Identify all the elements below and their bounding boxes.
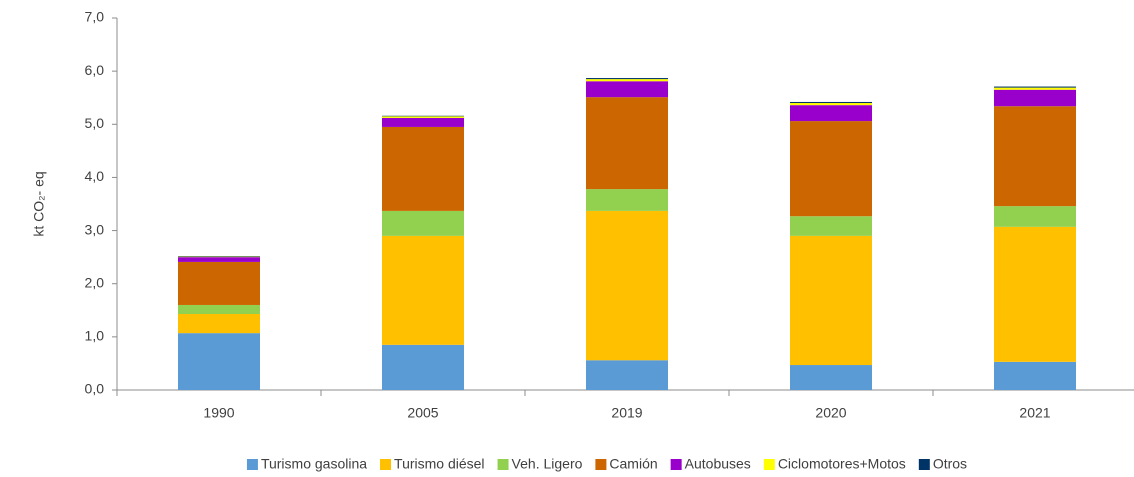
- bar-segment: [178, 256, 260, 258]
- bar-segment: [586, 79, 668, 82]
- bar-segment: [790, 121, 872, 217]
- bar-segment: [994, 361, 1076, 390]
- bar-segment: [790, 105, 872, 122]
- bar-segment: [994, 86, 1076, 88]
- bar-segment: [178, 257, 260, 262]
- bar-segment: [994, 226, 1076, 362]
- bar-segment: [382, 210, 464, 236]
- bar-segment: [790, 235, 872, 366]
- legend-swatch: [595, 459, 607, 470]
- bar-segment: [382, 344, 464, 390]
- bar-segment: [382, 116, 464, 118]
- bar-segment: [994, 106, 1076, 207]
- y-tick-label: 0,0: [85, 381, 105, 397]
- legend-label: Autobuses: [685, 456, 751, 472]
- y-tick-label: 6,0: [85, 62, 105, 78]
- bar-segment: [790, 365, 872, 390]
- bar-segment: [382, 117, 464, 127]
- bar-segment: [382, 115, 464, 117]
- bar-segment: [586, 189, 668, 211]
- bar-segment: [178, 304, 260, 315]
- bar-segment: [994, 206, 1076, 227]
- bar-segment: [994, 87, 1076, 90]
- legend-label: Camión: [609, 456, 657, 472]
- legend-label: Ciclomotores+Motos: [778, 456, 906, 472]
- y-tick-label: 2,0: [85, 274, 105, 290]
- y-tick-label: 4,0: [85, 168, 105, 184]
- legend-label: Veh. Ligero: [512, 456, 583, 472]
- bar-segment: [178, 261, 260, 305]
- x-tick-label: 1990: [203, 405, 234, 421]
- y-tick-label: 3,0: [85, 221, 105, 237]
- bar-segment: [586, 360, 668, 390]
- bar-segment: [178, 333, 260, 390]
- y-axis-label: kt CO₂- eq: [31, 171, 47, 236]
- bar-segment: [382, 235, 464, 345]
- legend-label: Turismo gasolina: [261, 456, 367, 472]
- x-tick-label: 2020: [815, 405, 846, 421]
- bar-segment: [790, 101, 872, 104]
- bar-segment: [382, 126, 464, 211]
- bar-segment: [790, 216, 872, 236]
- y-tick-label: 7,0: [85, 9, 105, 25]
- legend-swatch: [380, 459, 392, 470]
- legend-label: Turismo diésel: [394, 456, 485, 472]
- x-tick-label: 2021: [1019, 405, 1050, 421]
- legend-swatch: [763, 459, 775, 470]
- bar-segment: [994, 89, 1076, 107]
- y-tick-label: 1,0: [85, 328, 105, 344]
- legend: Turismo gasolina Turismo diésel Veh. Liger…: [246, 456, 967, 472]
- bar-segment: [178, 256, 260, 257]
- bar-segment: [586, 210, 668, 361]
- x-tick-label: 2019: [611, 405, 642, 421]
- legend-swatch: [497, 459, 509, 470]
- legend-swatch: [670, 459, 682, 470]
- legend-label: Otros: [933, 456, 967, 472]
- bar-segment: [178, 314, 260, 334]
- bar-segment: [586, 81, 668, 98]
- bar-segment: [790, 103, 872, 106]
- bar-segment: [586, 78, 668, 80]
- bar-segment: [586, 97, 668, 190]
- legend-swatch: [918, 459, 930, 470]
- x-tick-label: 2005: [407, 405, 438, 421]
- legend-swatch: [246, 459, 258, 470]
- y-tick-label: 5,0: [85, 115, 105, 131]
